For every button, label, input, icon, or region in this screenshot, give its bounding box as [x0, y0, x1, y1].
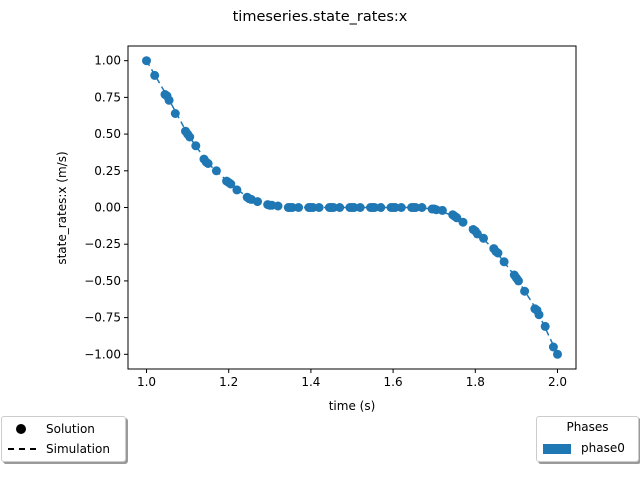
plot-area	[142, 56, 562, 359]
x-tick-label: 1.8	[466, 375, 485, 389]
phases-legend: Phases phase0	[536, 416, 639, 462]
solution-point	[520, 286, 530, 296]
solution-point	[211, 166, 221, 176]
y-tick-label: 0.75	[94, 90, 121, 104]
x-tick-label: 2.0	[548, 375, 567, 389]
circle-marker-icon	[16, 424, 26, 434]
y-axis-label: state_rates:x (m/s)	[55, 151, 69, 264]
y-tick-label: −1.00	[84, 347, 121, 361]
solution-point	[376, 203, 386, 212]
solution-point	[170, 109, 180, 118]
solution-point	[411, 203, 421, 212]
chart-title: timeseries.state_rates:x	[233, 9, 408, 25]
x-tick-label: 1.2	[219, 375, 238, 389]
y-tick-label: 0.25	[94, 164, 121, 178]
solution-point	[479, 233, 488, 243]
legend-item-solution: Solution	[2, 421, 125, 437]
phase-label: phase0	[581, 441, 625, 455]
solution-point	[335, 203, 345, 212]
solution-point	[540, 321, 550, 331]
solution-point	[150, 70, 160, 80]
legend-label-solution: Solution	[46, 422, 95, 436]
solution-point	[534, 310, 544, 320]
solution-point	[185, 132, 195, 142]
y-tick-label: −0.75	[84, 311, 121, 325]
x-tick-label: 1.0	[137, 375, 156, 389]
x-tick-label: 1.6	[384, 375, 403, 389]
solution-point	[329, 203, 338, 212]
x-tick-label: 1.4	[301, 375, 320, 389]
x-axis-label: time (s)	[329, 399, 376, 413]
solution-point	[142, 56, 151, 66]
solution-point	[437, 205, 447, 215]
solution-point	[514, 276, 523, 286]
solution-point	[396, 203, 406, 212]
solution-point	[294, 203, 304, 212]
y-tick-label: −0.25	[84, 237, 121, 251]
solution-point	[273, 201, 283, 211]
dashed-line-icon	[8, 448, 36, 450]
solution-point	[355, 203, 365, 212]
x-axis: 1.0 1.2 1.4 1.6 1.8 2.0	[137, 369, 567, 389]
solution-point	[226, 179, 236, 189]
solution-point	[458, 217, 468, 227]
phase-color-swatch	[543, 444, 571, 454]
solution-point	[253, 197, 262, 207]
solution-point	[287, 203, 297, 212]
legend-label-simulation: Simulation	[46, 442, 110, 456]
solution-point	[314, 203, 324, 212]
solution-point	[232, 185, 242, 195]
solution-point	[417, 203, 427, 212]
phases-legend-title: Phases	[566, 420, 609, 434]
solution-point	[499, 257, 509, 267]
solution-point	[493, 248, 503, 258]
y-tick-label: 0.00	[94, 201, 121, 215]
solution-point	[203, 159, 213, 168]
solution-point	[164, 95, 174, 105]
solution-point	[553, 349, 562, 359]
y-tick-label: 0.50	[94, 127, 121, 141]
legend-item-simulation: Simulation	[2, 441, 125, 457]
solution-point	[370, 203, 380, 212]
y-tick-label: −0.50	[84, 274, 121, 288]
solution-point	[548, 342, 558, 352]
y-axis: 1.00 0.75 0.50 0.25 0.00 −0.25 −0.50 −0.75 −1.00	[84, 54, 128, 361]
series-legend: Solution Simulation	[1, 416, 126, 462]
y-tick-label: 1.00	[94, 54, 121, 68]
solution-point	[191, 141, 201, 151]
